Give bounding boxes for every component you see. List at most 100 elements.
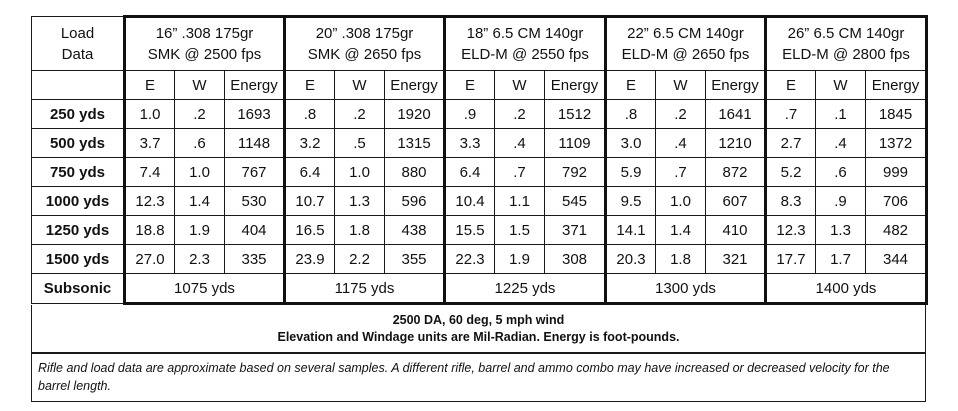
ballistics-document: Load Data 16” .308 175gr SMK @ 2500 fps …: [31, 15, 928, 402]
cell-energy: 371: [544, 215, 607, 245]
subheader-windage: W: [815, 70, 866, 100]
cell-elevation: 23.9: [283, 244, 335, 274]
cell-elevation: 3.2: [283, 128, 335, 158]
cell-energy: 596: [384, 186, 446, 216]
cell-elevation: 15.5: [443, 215, 495, 245]
cell-energy: 792: [544, 157, 607, 187]
cell-elevation: 3.3: [443, 128, 495, 158]
cell-elevation: .7: [764, 99, 816, 129]
group-title-line2: ELD-M @ 2550 fps: [461, 46, 589, 63]
cell-windage: .6: [815, 157, 866, 187]
subheader-elevation: E: [443, 70, 495, 100]
table-row: 250 yds 1.0 .2 1693 .8 .2 1920 .9 .2 151…: [31, 99, 928, 129]
cell-elevation: 2.7: [764, 128, 816, 158]
group-header-4: 22” 6.5 CM 140gr ELD-M @ 2650 fps: [604, 15, 767, 71]
group-title-line2: ELD-M @ 2800 fps: [782, 46, 910, 63]
subheader-elevation: E: [283, 70, 335, 100]
group-title-line1: 22” 6.5 CM 140gr: [627, 25, 744, 42]
cell-energy: 438: [384, 215, 446, 245]
cell-windage: 1.0: [655, 186, 706, 216]
cell-windage: .2: [655, 99, 706, 129]
group-title-line1: 16” .308 175gr: [155, 25, 254, 42]
cell-windage: .4: [815, 128, 866, 158]
subheader-elevation: E: [604, 70, 656, 100]
row-label: 1000 yds: [31, 186, 125, 216]
group-title-line2: SMK @ 2650 fps: [307, 46, 422, 63]
cell-windage: .2: [174, 99, 225, 129]
cell-energy: 1845: [865, 99, 928, 129]
group-title-line1: 18” 6.5 CM 140gr: [466, 25, 584, 42]
cell-windage: 1.4: [174, 186, 225, 216]
cell-elevation: 22.3: [443, 244, 495, 274]
subheader-energy: Energy: [705, 70, 767, 100]
cell-energy: 410: [705, 215, 767, 245]
cell-windage: 1.4: [655, 215, 706, 245]
table-row: 1500 yds 27.0 2.3 335 23.9 2.2 355 22.3 …: [31, 244, 928, 274]
subsonic-row: Subsonic 1075 yds 1175 yds 1225 yds 1300…: [31, 273, 928, 305]
cell-windage: .2: [494, 99, 545, 129]
units-line: Elevation and Windage units are Mil-Radi…: [277, 330, 680, 344]
cell-energy: 706: [865, 186, 928, 216]
cell-elevation: 6.4: [283, 157, 335, 187]
subheader-blank: [31, 70, 125, 100]
cell-elevation: 3.7: [123, 128, 175, 158]
cell-windage: .7: [494, 157, 545, 187]
subsonic-range: 1400 yds: [764, 273, 928, 305]
cell-elevation: 10.4: [443, 186, 495, 216]
cell-windage: .2: [334, 99, 385, 129]
cell-windage: .4: [655, 128, 706, 158]
group-header-5: 26” 6.5 CM 140gr ELD-M @ 2800 fps: [764, 15, 928, 71]
cell-elevation: 7.4: [123, 157, 175, 187]
cell-energy: 1210: [705, 128, 767, 158]
subsonic-range: 1075 yds: [123, 273, 286, 305]
cell-energy: 1315: [384, 128, 446, 158]
cell-energy: 880: [384, 157, 446, 187]
row-label: 1500 yds: [31, 244, 125, 274]
cell-energy: 1920: [384, 99, 446, 129]
cell-elevation: 17.7: [764, 244, 816, 274]
cell-elevation: 3.0: [604, 128, 656, 158]
cell-energy: 767: [224, 157, 286, 187]
cell-windage: .6: [174, 128, 225, 158]
subheader-energy: Energy: [384, 70, 446, 100]
table-row: 500 yds 3.7 .6 1148 3.2 .5 1315 3.3 .4 1…: [31, 128, 928, 158]
cell-elevation: .8: [604, 99, 656, 129]
cell-energy: 344: [865, 244, 928, 274]
cell-energy: 1372: [865, 128, 928, 158]
group-title-line2: SMK @ 2500 fps: [147, 46, 262, 63]
subsonic-range: 1300 yds: [604, 273, 767, 305]
group-title-line2: ELD-M @ 2650 fps: [621, 46, 750, 63]
conditions-line: 2500 DA, 60 deg, 5 mph wind: [392, 313, 565, 327]
subheader-elevation: E: [123, 70, 175, 100]
cell-elevation: 10.7: [283, 186, 335, 216]
cell-elevation: 27.0: [123, 244, 175, 274]
row-label: 500 yds: [31, 128, 125, 158]
cell-windage: .9: [815, 186, 866, 216]
cell-elevation: 5.2: [764, 157, 816, 187]
cell-energy: 999: [865, 157, 928, 187]
cell-elevation: 16.5: [283, 215, 335, 245]
row-label: 250 yds: [31, 99, 125, 129]
group-header-3: 18” 6.5 CM 140gr ELD-M @ 2550 fps: [443, 15, 607, 71]
cell-windage: 1.0: [174, 157, 225, 187]
subheader-energy: Energy: [865, 70, 928, 100]
table-row: 750 yds 7.4 1.0 767 6.4 1.0 880 6.4 .7 7…: [31, 157, 928, 187]
cell-energy: 1148: [224, 128, 286, 158]
cell-elevation: 14.1: [604, 215, 656, 245]
corner-label-line2: Data: [61, 45, 94, 63]
subheader-energy: Energy: [544, 70, 607, 100]
cell-elevation: 18.8: [123, 215, 175, 245]
group-header-1: 16” .308 175gr SMK @ 2500 fps: [123, 15, 286, 71]
cell-elevation: 1.0: [123, 99, 175, 129]
cell-windage: .4: [494, 128, 545, 158]
header-row: Load Data 16” .308 175gr SMK @ 2500 fps …: [31, 15, 928, 71]
row-label: 750 yds: [31, 157, 125, 187]
cell-energy: 1693: [224, 99, 286, 129]
cell-elevation: .8: [283, 99, 335, 129]
cell-windage: .5: [334, 128, 385, 158]
group-title-line1: 26” 6.5 CM 140gr: [787, 25, 905, 42]
subsonic-range: 1175 yds: [283, 273, 446, 305]
cell-windage: .7: [655, 157, 706, 187]
cell-energy: 872: [705, 157, 767, 187]
table-row: 1000 yds 12.3 1.4 530 10.7 1.3 596 10.4 …: [31, 186, 928, 216]
